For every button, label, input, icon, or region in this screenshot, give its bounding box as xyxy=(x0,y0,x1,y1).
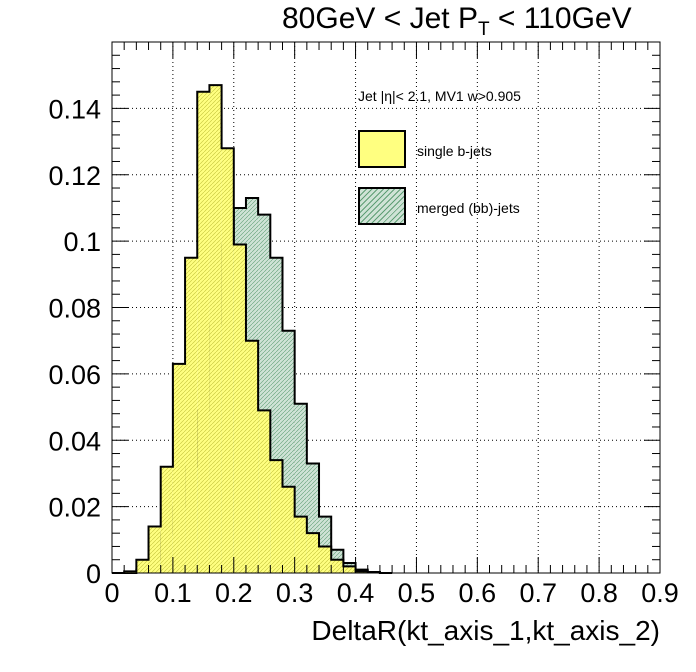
grid xyxy=(112,42,660,573)
legend-swatch-merged-bb xyxy=(358,187,406,225)
hist-bar xyxy=(282,486,295,573)
hist-bar xyxy=(270,460,283,573)
y-tick-label: 0.12 xyxy=(48,161,101,191)
hist-bar xyxy=(258,410,271,573)
hist-bar xyxy=(209,85,222,574)
hist-bar xyxy=(343,566,356,573)
selection-annotation: Jet |η|< 2.1, MV1 w>0.905 xyxy=(358,88,521,104)
hist-bar xyxy=(172,363,186,573)
y-tick-label: 0.1 xyxy=(63,227,101,257)
hist-bar xyxy=(331,559,344,573)
tick-labels: 0 0.1 0.2 0.3 0.4 0.5 0.6 0.7 0.8 0.9 0 0.02 0.04 0.0… xyxy=(48,94,678,608)
x-tick-label: 0.8 xyxy=(580,578,618,608)
hist-bar xyxy=(160,466,173,573)
y-tick-label: 0.14 xyxy=(48,94,101,124)
hist-bar xyxy=(294,516,307,573)
hist-bar xyxy=(319,546,332,573)
legend-swatch-single-b xyxy=(358,130,406,168)
y-tick-label: 0.08 xyxy=(48,294,101,324)
hist-bar xyxy=(233,244,246,573)
x-tick-label: 0.1 xyxy=(154,578,192,608)
hist-outline xyxy=(112,84,393,574)
x-axis-label: DeltaR(kt_axis_1,kt_axis_2) xyxy=(311,615,660,646)
hist-bar xyxy=(148,526,161,573)
x-tick-label: 0 xyxy=(104,578,119,608)
y-tick-label: 0.04 xyxy=(48,426,101,456)
legend-label-single-b: single b-jets xyxy=(417,143,492,159)
x-tick-label: 0.4 xyxy=(337,578,375,608)
y-tick-label: 0 xyxy=(86,559,101,589)
hist-bar xyxy=(306,533,320,573)
chart-title: 80GeV < Jet PT < 110GeV xyxy=(282,2,632,40)
x-tick-label: 0.7 xyxy=(519,578,557,608)
hist-bar xyxy=(185,257,198,573)
axis-ticks xyxy=(111,42,661,574)
x-tick-label: 0.5 xyxy=(398,578,436,608)
hist-bar xyxy=(245,340,259,573)
x-tick-label: 0.3 xyxy=(276,578,314,608)
x-tick-label: 0.2 xyxy=(215,578,253,608)
hist-bar xyxy=(197,91,210,573)
series-layer xyxy=(112,84,393,574)
x-tick-label: 0.9 xyxy=(641,578,679,608)
series-single-b-jets xyxy=(112,84,393,574)
y-tick-label: 0.02 xyxy=(48,493,101,523)
y-tick-label: 0.06 xyxy=(48,360,101,390)
legend-label-merged-bb: merged (bb)-jets xyxy=(417,200,520,216)
hist-bar xyxy=(136,559,149,573)
hist-bar xyxy=(221,148,234,573)
x-tick-label: 0.6 xyxy=(459,578,497,608)
